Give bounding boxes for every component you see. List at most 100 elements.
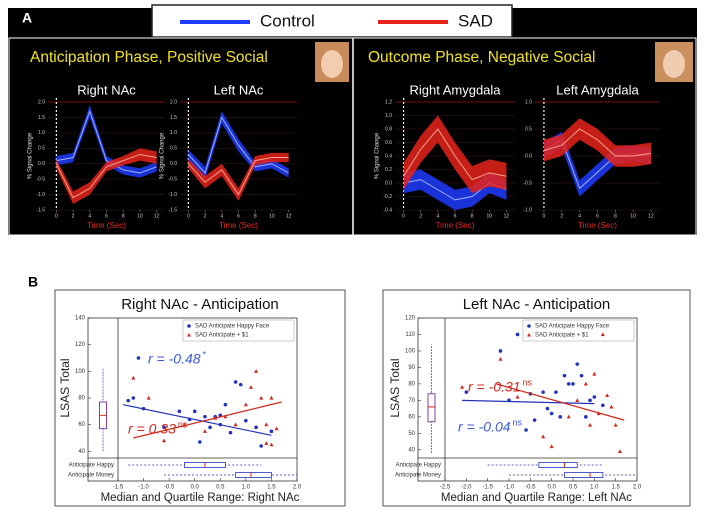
x-tick-label: 1.0 <box>590 485 599 491</box>
annotation-sup: ns <box>523 377 533 387</box>
data-point <box>254 369 259 373</box>
legend-label: SAD Anticipate Happy Face <box>195 324 270 330</box>
x-tick-label: 10 <box>137 213 143 219</box>
mean-line <box>187 116 289 174</box>
error-band <box>403 115 507 194</box>
legend-label: SAD Anticipate + $1 <box>195 333 249 339</box>
y-tick-label: 140 <box>75 316 86 322</box>
y-tick-label: 1.5 <box>170 115 177 121</box>
y-tick-label: -1.5 <box>168 207 177 213</box>
data-point <box>162 438 167 443</box>
x-axis-label: Time (Sec) <box>436 221 475 230</box>
y-tick-label: 1.0 <box>170 130 177 136</box>
data-point <box>136 356 141 360</box>
data-point <box>269 395 274 400</box>
data-point <box>244 418 248 423</box>
y-tick-label: 120 <box>405 316 416 322</box>
data-point <box>162 425 166 430</box>
boxplot-label: Anticipate Happy <box>396 463 441 469</box>
x-tick-label: -1.0 <box>138 485 149 491</box>
x-tick-label: 0.5 <box>569 485 578 491</box>
box-body <box>427 393 436 423</box>
x-tick-label: 2 <box>72 213 75 219</box>
data-point <box>264 422 269 427</box>
data-point <box>617 449 622 454</box>
y-axis-label: % Signal Change <box>160 132 166 179</box>
x-tick-label: -2.5 <box>440 485 451 491</box>
x-axis-label: Time (Sec) <box>87 221 126 230</box>
data-point <box>558 415 562 419</box>
x-tick-label: 1.0 <box>242 485 251 491</box>
data-point <box>541 434 546 439</box>
group-title: Anticipation Phase, Positive Social <box>30 49 268 66</box>
plot-frame <box>87 317 298 482</box>
legend-label: SAD Anticipate Happy Face <box>535 324 610 330</box>
x-tick-label: -1.5 <box>482 485 493 491</box>
data-point <box>515 332 520 337</box>
data-point <box>177 409 182 414</box>
legend-marker <box>527 324 531 328</box>
y-tick-label: 0.5 <box>170 146 177 152</box>
data-point <box>588 422 593 427</box>
y-tick-label: 0.0 <box>38 161 45 167</box>
y-tick-label: 60 <box>408 414 415 420</box>
data-point <box>243 402 248 407</box>
boxplot-label: Anticipate Happy <box>69 463 114 469</box>
data-point <box>583 381 588 386</box>
data-point <box>545 406 550 411</box>
chart-title: Left NAc <box>214 82 264 97</box>
x-tick-label: -2.0 <box>461 485 472 491</box>
data-point <box>460 384 465 389</box>
x-tick-label: 0 <box>402 213 405 219</box>
x-tick-label: 0.0 <box>547 485 556 491</box>
x-tick-label: 6 <box>596 213 599 219</box>
y-tick-label: -0.5 <box>36 176 45 182</box>
y-tick-label: 120 <box>75 342 86 348</box>
y-tick-label: -1.0 <box>523 207 532 213</box>
x-tick-label: 2.0 <box>293 485 302 491</box>
x-tick-label: -1.5 <box>113 485 124 491</box>
y-tick-label: -0.5 <box>523 180 532 186</box>
x-tick-label: 12 <box>154 213 160 219</box>
y-tick-label: -0.2 <box>383 194 392 200</box>
data-point <box>203 414 207 419</box>
x-tick-label: 4 <box>88 213 91 219</box>
annotation-sup: * <box>203 349 207 359</box>
y-tick-label: 40 <box>78 449 85 455</box>
annotation: r = 0.33 <box>128 421 176 437</box>
legend-marker <box>527 333 531 337</box>
chart-title: Right Amygdala <box>409 82 501 97</box>
data-point <box>532 418 537 422</box>
x-tick-label: 8 <box>122 213 125 219</box>
data-point <box>146 395 151 400</box>
x-tick-label: 2 <box>560 213 563 219</box>
x-tick-label: 10 <box>269 213 275 219</box>
annotation-sup: ns <box>513 417 523 427</box>
group-title: Outcome Phase, Negative Social <box>368 49 595 66</box>
x-tick-label: 8 <box>471 213 474 219</box>
x-axis-label: Time (Sec) <box>578 221 617 230</box>
annotation: r = -0.04 <box>458 419 511 435</box>
data-point <box>198 440 202 444</box>
y-axis-label: % Signal Change <box>375 132 381 179</box>
x-tick-label: 12 <box>504 213 510 219</box>
x-tick-label: 10 <box>487 213 493 219</box>
x-tick-label: 12 <box>286 213 292 219</box>
data-point <box>259 444 264 448</box>
y-tick-label: 100 <box>75 369 86 375</box>
data-point <box>202 429 207 433</box>
y-tick-label: 70 <box>408 398 415 404</box>
x-tick-label: 8 <box>254 213 257 219</box>
data-point <box>208 425 212 430</box>
data-point <box>579 373 584 378</box>
y-tick-label: 1.0 <box>525 99 532 105</box>
panel-a-frame <box>8 37 697 236</box>
x-tick-label: 0.5 <box>216 485 225 491</box>
data-point <box>259 395 264 400</box>
y-tick-label: 0.4 <box>385 153 392 159</box>
y-tick-label: 110 <box>405 332 415 338</box>
data-point <box>498 356 503 361</box>
x-axis-label: Time (Sec) <box>219 221 258 230</box>
